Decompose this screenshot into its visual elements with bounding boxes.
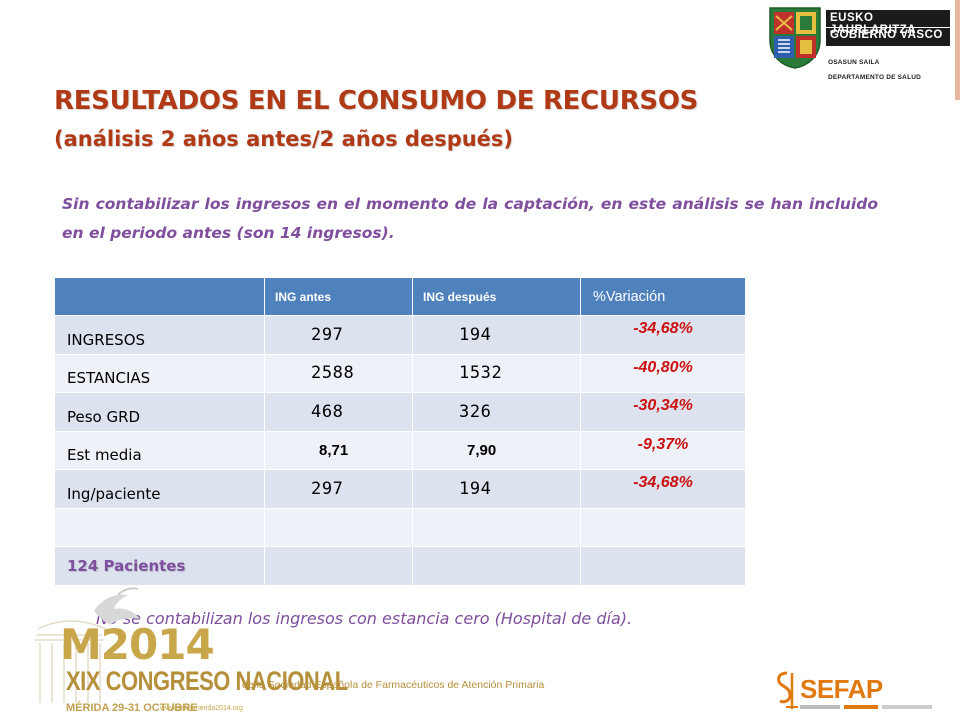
congress-name: XIX CONGRESO NACIONAL: [66, 666, 348, 696]
slide-subtitle: (análisis 2 años antes/2 años después): [54, 127, 514, 151]
table-row: Est media 8,71 7,90 -9,37%: [54, 430, 746, 470]
row-label: Est media: [54, 430, 265, 470]
empty-cell: [580, 546, 746, 586]
row-label: ESTANCIAS: [54, 353, 265, 393]
empty-cell: [54, 507, 265, 547]
intro-text: Sin contabilizar los ingresos en el mome…: [62, 195, 878, 242]
row-label: Peso GRD: [54, 392, 265, 432]
table-row-empty: [54, 507, 746, 547]
header-divider: [955, 0, 960, 100]
row-label: INGRESOS: [54, 315, 265, 355]
header-variacion: %Variación: [580, 277, 746, 316]
cell-variacion: -34,68%: [580, 315, 746, 355]
sefap-brand: SEFAP: [800, 674, 883, 704]
government-name-spanish: GOBIERNO VASCO: [830, 29, 943, 41]
congress-date: MÉRIDA 29-31 OCTUBRE: [66, 702, 198, 714]
empty-cell: [264, 507, 413, 547]
cell-ing-antes: 297: [264, 469, 413, 509]
empty-cell: [264, 546, 413, 586]
congress-logo-icon: [34, 587, 140, 703]
government-name-basque: EUSKO JAURLARITZA: [830, 12, 916, 36]
cell-ing-despues: 194: [412, 315, 581, 355]
coat-of-arms-icon: [769, 7, 821, 69]
table-header-row: ING antes ING después %Variación: [54, 277, 746, 316]
congress-website: www.sefapmerida2014.org: [160, 705, 243, 712]
government-name-separator: [826, 27, 950, 28]
empty-cell: [412, 546, 581, 586]
cell-ing-antes: 297: [264, 315, 413, 355]
cell-variacion: -9,37%: [580, 430, 746, 470]
congress-year: M2014: [60, 620, 215, 669]
row-label: Ing/paciente: [54, 469, 265, 509]
table-row: Ing/paciente 297 194 -34,68%: [54, 469, 746, 509]
cell-ing-despues: 7,90: [412, 430, 581, 470]
table-row: ESTANCIAS 2588 1532 -40,80%: [54, 353, 746, 393]
government-name-band: [826, 10, 950, 46]
cell-ing-antes: 8,71: [264, 430, 413, 470]
header-ing-antes: ING antes: [264, 277, 413, 316]
sefap-logo-icon: [777, 671, 798, 709]
sefap-tagline-bar: [800, 705, 950, 710]
table-row-patients: 124 Pacientes: [54, 546, 746, 586]
cell-variacion: -30,34%: [580, 392, 746, 432]
cell-ing-antes: 2588: [264, 353, 413, 393]
table-row: Peso GRD 468 326 -30,34%: [54, 392, 746, 432]
empty-cell: [580, 507, 746, 547]
department-name-spanish: DEPARTAMENTO DE SALUD: [828, 74, 922, 81]
cell-ing-despues: 326: [412, 392, 581, 432]
cell-variacion: -40,80%: [580, 353, 746, 393]
patients-count: 124 Pacientes: [54, 546, 265, 586]
congress-subtitle: de la Sociedad Española de Farmacéuticos…: [242, 679, 545, 691]
header-empty: [54, 277, 265, 316]
table-row: INGRESOS 297 194 -34,68%: [54, 315, 746, 355]
cell-ing-despues: 194: [412, 469, 581, 509]
slide-title: RESULTADOS EN EL CONSUMO DE RECURSOS: [54, 86, 699, 116]
empty-cell: [412, 507, 581, 547]
header-ing-despues: ING después: [412, 277, 581, 316]
department-name-basque: OSASUN SAILA: [828, 59, 880, 66]
cell-variacion: -34,68%: [580, 469, 746, 509]
cell-ing-antes: 468: [264, 392, 413, 432]
results-table: ING antes ING después %Variación INGRESO…: [54, 277, 746, 586]
footnote: No se contabilizan los ingresos con esta…: [96, 609, 633, 628]
cell-ing-despues: 1532: [412, 353, 581, 393]
